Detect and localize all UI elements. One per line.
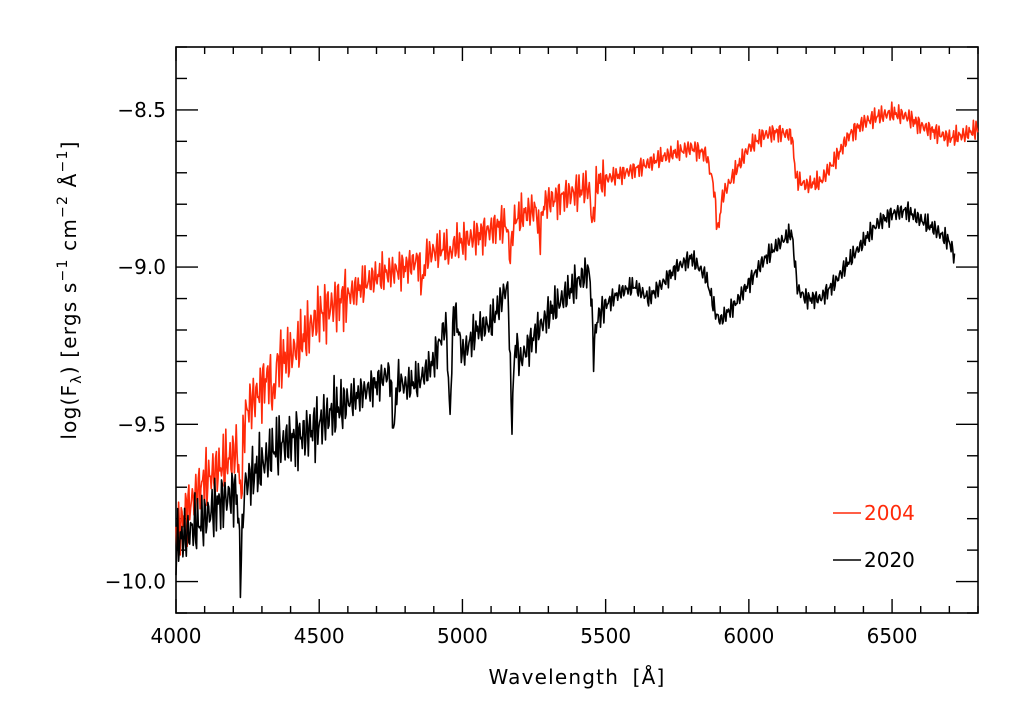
x-axis-label: Wavelength [Å] [488, 665, 665, 689]
y-axis-label: log(Fλ) [ergs s−1 cm−2 Å−1] [55, 140, 85, 439]
y-label-ang: Å [57, 172, 81, 194]
x-tick-label: 5000 [437, 624, 488, 648]
series-line-2020 [175, 201, 956, 599]
y-tick-label: −9.0 [117, 255, 166, 279]
y-label-sub: λ [69, 374, 85, 384]
y-tick-label: −9.5 [117, 412, 166, 436]
spectrum-series [175, 101, 979, 599]
x-tick-label: 5500 [580, 624, 631, 648]
x-tick-label: 4000 [151, 624, 202, 648]
legend-label-2020: 2020 [864, 548, 915, 572]
legend-label-2004: 2004 [864, 501, 915, 525]
y-label-mid: ) [ergs s [57, 281, 81, 374]
y-label-cm: cm [57, 218, 81, 258]
x-tick-label: 4500 [294, 624, 345, 648]
y-label-exp1: −1 [55, 258, 71, 281]
series-line-2004 [175, 101, 979, 556]
axis-tick-labels: 4000 4500 5000 5500 6000 6500 −10.0 −9.5 −9.0 −8.… [105, 98, 918, 648]
x-axis-label-main: Wavelength [488, 665, 619, 689]
y-tick-label: −8.5 [117, 98, 166, 122]
plot-frame [175, 46, 979, 614]
x-tick-label: 6000 [723, 624, 774, 648]
y-label-prefix: log(F [57, 384, 81, 440]
y-label-exp2: −2 [55, 195, 71, 218]
y-tick-label: −10.0 [105, 570, 166, 594]
legend: 2004 2020 [833, 501, 915, 572]
y-label-suffix: ] [57, 140, 81, 149]
x-tick-label: 6500 [867, 624, 918, 648]
axis-ticks [175, 46, 979, 614]
x-axis-label-unit: [Å] [633, 665, 666, 689]
y-label-exp3: −1 [55, 149, 71, 172]
